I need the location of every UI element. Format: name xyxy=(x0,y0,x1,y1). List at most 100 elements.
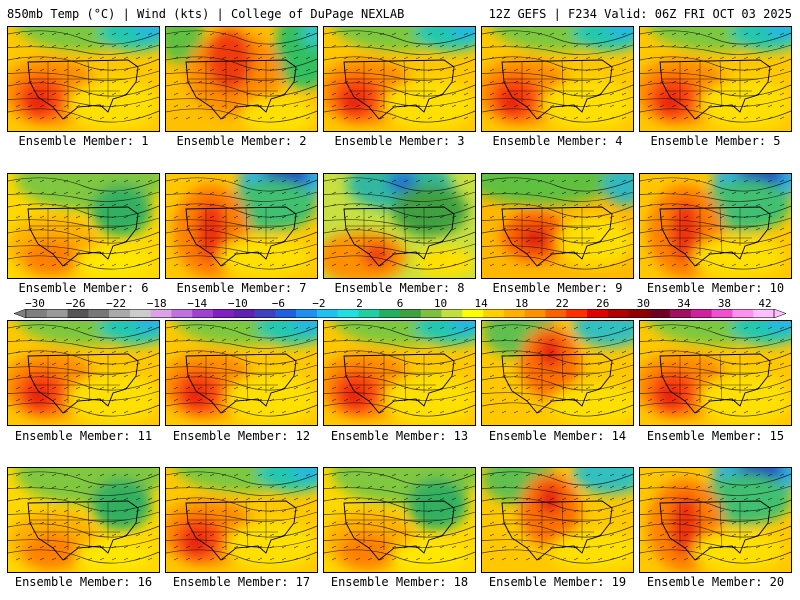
colorbar-tick-label: −26 xyxy=(65,297,86,310)
colorbar-min-arrow xyxy=(14,309,27,318)
ensemble-member-label: Ensemble Member: 19 xyxy=(488,575,627,589)
colorbar-tick-label: −2 xyxy=(312,297,326,310)
colorbar-segment xyxy=(483,309,505,318)
ensemble-map-14 xyxy=(481,320,634,426)
ensemble-member-label: Ensemble Member: 10 xyxy=(646,281,785,295)
ensemble-member-label: Ensemble Member: 6 xyxy=(18,281,149,295)
ensemble-map-6 xyxy=(7,173,160,279)
colorbar-tick-label: 22 xyxy=(555,297,569,310)
ensemble-map-10 xyxy=(639,173,792,279)
run-valid-time: 12Z GEFS | F234 Valid: 06Z FRI OCT 03 20… xyxy=(488,7,792,21)
ensemble-member-label: Ensemble Member: 7 xyxy=(176,281,307,295)
ensemble-member-label: Ensemble Member: 20 xyxy=(646,575,785,589)
ensemble-member-label: Ensemble Member: 11 xyxy=(14,429,153,443)
colorbar-segment xyxy=(503,309,525,318)
colorbar-segment xyxy=(296,309,318,318)
ensemble-map-18 xyxy=(323,467,476,573)
ensemble-map-20 xyxy=(639,467,792,573)
colorbar-segment xyxy=(400,309,422,318)
ensemble-map-13 xyxy=(323,320,476,426)
ensemble-map-2 xyxy=(165,26,318,132)
colorbar-tick-label: 26 xyxy=(596,297,610,310)
colorbar-segment xyxy=(732,309,754,318)
ensemble-member-label: Ensemble Member: 3 xyxy=(334,134,465,148)
ensemble-member-label: Ensemble Member: 2 xyxy=(176,134,307,148)
colorbar-segment xyxy=(649,309,671,318)
ensemble-map-4 xyxy=(481,26,634,132)
ensemble-member-label: Ensemble Member: 17 xyxy=(172,575,311,589)
colorbar-segment xyxy=(129,309,151,318)
colorbar-segment xyxy=(690,309,712,318)
map-title: 850mb Temp (°C) | Wind (kts) | College o… xyxy=(7,7,405,21)
colorbar-segment xyxy=(46,309,68,318)
colorbar-segment xyxy=(233,309,255,318)
colorbar-segment xyxy=(213,309,235,318)
ensemble-map-5 xyxy=(639,26,792,132)
ensemble-map-12 xyxy=(165,320,318,426)
ensemble-map-3 xyxy=(323,26,476,132)
colorbar-segment xyxy=(67,309,89,318)
colorbar-tick-label: −10 xyxy=(227,297,248,310)
colorbar-segment xyxy=(587,309,609,318)
colorbar-segment xyxy=(192,309,214,318)
colorbar-segment xyxy=(337,309,359,318)
colorbar-max-arrow xyxy=(773,309,786,318)
colorbar-segment xyxy=(171,309,193,318)
ensemble-map-19 xyxy=(481,467,634,573)
ensemble-map-15 xyxy=(639,320,792,426)
colorbar-tick-label: −6 xyxy=(271,297,285,310)
ensemble-member-label: Ensemble Member: 12 xyxy=(172,429,311,443)
ensemble-member-label: Ensemble Member: 16 xyxy=(14,575,153,589)
colorbar-segment xyxy=(628,309,650,318)
colorbar-segment xyxy=(711,309,733,318)
colorbar-segment xyxy=(358,309,380,318)
colorbar-segment xyxy=(441,309,463,318)
ensemble-member-label: Ensemble Member: 8 xyxy=(334,281,465,295)
ensemble-map-7 xyxy=(165,173,318,279)
colorbar-tick-label: −30 xyxy=(25,297,45,310)
colorbar-tick-label: 2 xyxy=(356,297,363,310)
ensemble-member-label: Ensemble Member: 5 xyxy=(650,134,781,148)
colorbar-segment xyxy=(254,309,276,318)
colorbar-tick-label: 42 xyxy=(758,297,772,310)
colorbar-segment xyxy=(524,309,546,318)
colorbar-tick-label: 6 xyxy=(396,297,404,310)
ensemble-member-label: Ensemble Member: 15 xyxy=(646,429,785,443)
colorbar-segment xyxy=(545,309,567,318)
colorbar-tick-label: 30 xyxy=(636,297,650,310)
colorbar-segment xyxy=(566,309,588,318)
temperature-colorbar xyxy=(14,309,786,318)
ensemble-member-label: Ensemble Member: 1 xyxy=(18,134,149,148)
colorbar-segment xyxy=(109,309,131,318)
colorbar-tick-label: −14 xyxy=(187,297,208,310)
ensemble-map-8 xyxy=(323,173,476,279)
colorbar-segment xyxy=(275,309,297,318)
ensemble-member-label: Ensemble Member: 13 xyxy=(330,429,469,443)
colorbar-tick-label: 14 xyxy=(474,297,488,310)
colorbar-segment xyxy=(753,309,775,318)
colorbar-segment xyxy=(88,309,110,318)
colorbar-segment xyxy=(607,309,629,318)
colorbar-tick-label: −22 xyxy=(106,297,127,310)
colorbar-segment xyxy=(670,309,692,318)
ensemble-map-16 xyxy=(7,467,160,573)
colorbar-segment xyxy=(316,309,338,318)
colorbar-tick-label: 18 xyxy=(515,297,529,310)
ensemble-map-11 xyxy=(7,320,160,426)
ensemble-map-17 xyxy=(165,467,318,573)
ensemble-member-label: Ensemble Member: 14 xyxy=(488,429,627,443)
colorbar-tick-label: 38 xyxy=(717,297,732,310)
colorbar-segment xyxy=(379,309,401,318)
colorbar-tick-label: 34 xyxy=(677,297,691,310)
colorbar-segment xyxy=(150,309,172,318)
colorbar-segment xyxy=(420,309,442,318)
colorbar-tick-label: 10 xyxy=(433,297,448,310)
ensemble-map-1 xyxy=(7,26,160,132)
colorbar-tick-label: −18 xyxy=(146,297,167,310)
ensemble-map-9 xyxy=(481,173,634,279)
colorbar-segment xyxy=(462,309,484,318)
ensemble-member-label: Ensemble Member: 9 xyxy=(492,281,623,295)
ensemble-member-label: Ensemble Member: 18 xyxy=(330,575,469,589)
ensemble-member-label: Ensemble Member: 4 xyxy=(492,134,623,148)
colorbar-segment xyxy=(26,309,48,318)
